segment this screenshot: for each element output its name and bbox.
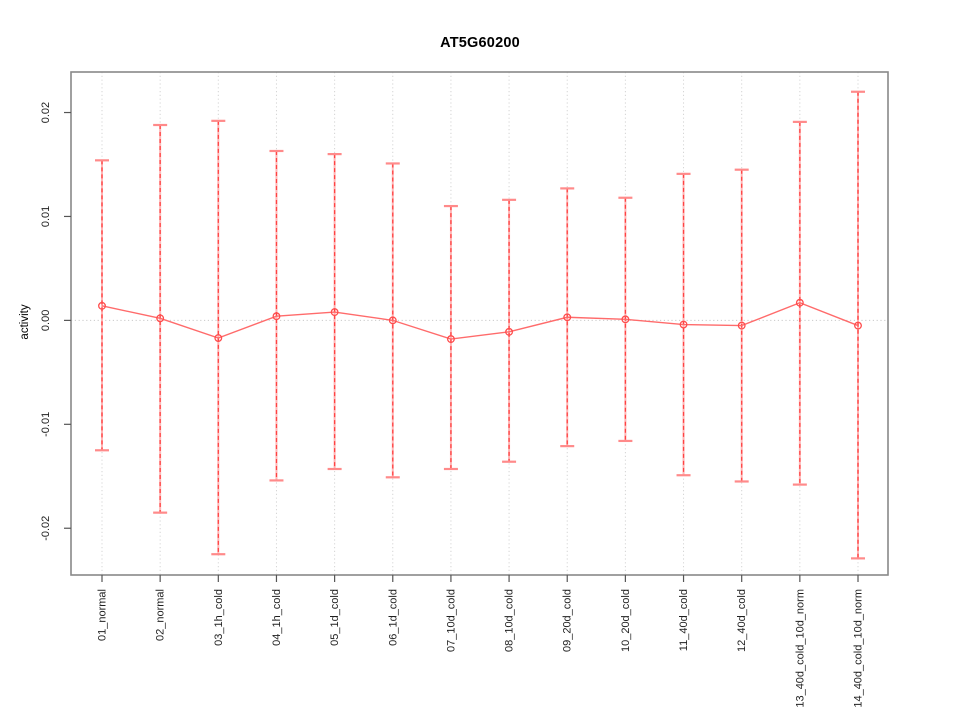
- x-tick-label: 12_40d_cold: [736, 589, 748, 652]
- chart-title: AT5G60200: [440, 35, 520, 51]
- x-tick-label: 06_1d_cold: [387, 589, 399, 646]
- x-tick-label: 14_40d_cold_10d_norm: [853, 589, 865, 708]
- plot-box: [70, 71, 889, 576]
- mean-point: [737, 321, 746, 330]
- y-tick-label: 0.02: [40, 102, 52, 123]
- x-tick-label: 13_40d_cold_10d_norm: [794, 589, 806, 708]
- y-tick-label: -0.01: [40, 412, 52, 437]
- y-tick-label: 0.01: [40, 206, 52, 227]
- x-tick-label: 10_20d_cold: [620, 589, 632, 652]
- x-tick-label: 03_1h_cold: [213, 589, 225, 646]
- mean-point: [446, 335, 455, 344]
- mean-point: [563, 313, 572, 322]
- mean-point: [679, 320, 688, 329]
- y-tick-label: -0.02: [40, 516, 52, 541]
- mean-point: [621, 315, 630, 324]
- mean-point: [795, 298, 804, 307]
- mean-point: [330, 308, 339, 317]
- x-tick-label: 01_normal: [97, 589, 109, 641]
- x-tick-label: 05_1d_cold: [329, 589, 341, 646]
- mean-point: [854, 321, 862, 330]
- mean-point: [98, 301, 106, 310]
- x-tick-label: 08_10d_cold: [504, 589, 516, 652]
- x-tick-label: 02_normal: [155, 589, 167, 641]
- x-tick-label: 04_1h_cold: [271, 589, 283, 646]
- x-tick-label: 07_10d_cold: [445, 589, 457, 652]
- y-tick-label: 0.00: [40, 310, 52, 331]
- mean-line: [101, 301, 859, 340]
- x-tick-label: 11_40d_cold: [678, 589, 690, 651]
- mean-point: [156, 314, 165, 323]
- mean-point: [214, 334, 223, 342]
- mean-point: [272, 312, 281, 321]
- mean-point: [505, 327, 514, 336]
- x-tick-label: 09_20d_cold: [562, 589, 574, 652]
- mean-point: [388, 316, 397, 325]
